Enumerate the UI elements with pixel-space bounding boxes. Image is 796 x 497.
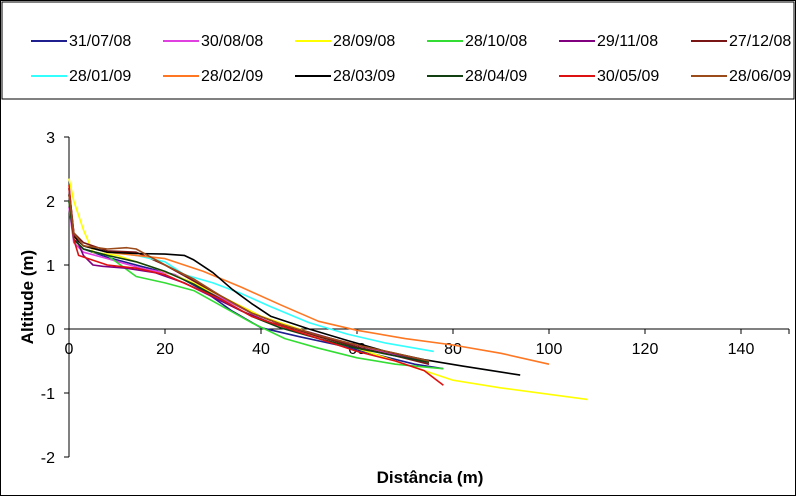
series-line-29-11-08 (68, 188, 425, 362)
series-line-28-02-09 (68, 200, 550, 365)
legend-label: 28/10/08 (465, 33, 527, 50)
legend-label: 28/01/09 (69, 68, 131, 85)
legend-label: 28/04/09 (465, 68, 527, 85)
series-line-28-04-09 (68, 200, 430, 364)
x-tick-label: 140 (728, 341, 755, 358)
y-tick-label: -2 (41, 450, 55, 467)
legend-label: 28/02/09 (201, 68, 263, 85)
y-tick-label: 3 (46, 130, 55, 147)
y-tick-label: 0 (46, 322, 55, 339)
x-tick-label: 100 (536, 341, 563, 358)
series-line-28-06-09 (68, 194, 430, 362)
series-layer (68, 178, 588, 401)
legend-label: 28/03/09 (333, 68, 395, 85)
y-tick-label: 1 (46, 258, 55, 275)
legend: 31/07/08 30/08/08 28/09/08 28/10/08 29/11/08… (1, 1, 795, 100)
x-tick-label: 40 (252, 341, 270, 358)
legend-box (1, 1, 795, 100)
legend-label: 30/05/09 (597, 68, 659, 85)
legend-label: 30/08/08 (201, 33, 263, 50)
x-axis-title: Distância (m) (377, 468, 484, 487)
legend-label: 31/07/08 (69, 33, 131, 50)
series-line-28-09-08 (68, 178, 588, 401)
y-tick-label: -1 (41, 386, 55, 403)
series-line-30-05-09 (68, 184, 444, 386)
x-tick-label: 20 (156, 341, 174, 358)
legend-label: 29/11/08 (597, 33, 658, 50)
legend-label: 27/12/08 (729, 33, 791, 50)
legend-label: 28/06/09 (729, 68, 791, 85)
x-tick-label: 0 (65, 341, 74, 358)
y-axis-title: Altitude (m) (18, 250, 37, 344)
series-line-27-12-08 (68, 188, 430, 365)
legend-label: 28/09/08 (333, 33, 395, 50)
y-tick-label: 2 (46, 194, 55, 211)
x-tick-label: 120 (632, 341, 659, 358)
